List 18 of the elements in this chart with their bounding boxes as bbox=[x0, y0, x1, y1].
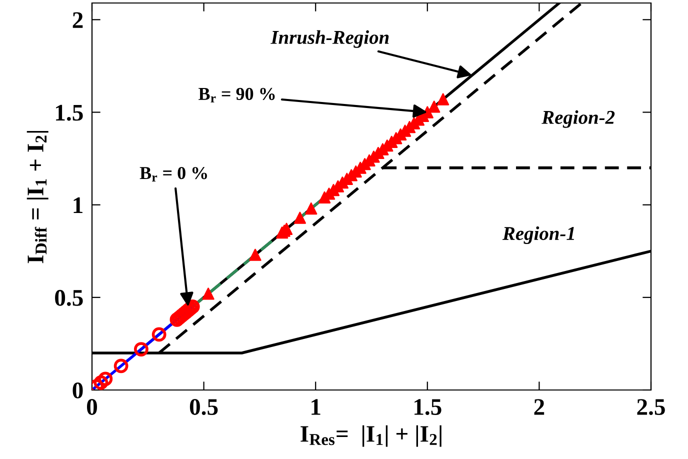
x-tick-label: 0.5 bbox=[190, 399, 218, 416]
x-axis-title: I$_{Res}$= |I$_{1}$| + |I$_{2}$| bbox=[300, 425, 442, 447]
y-tick-label: 2 bbox=[72, 12, 83, 28]
annotation: Region-2 bbox=[542, 110, 615, 128]
x-tick-label: 2 bbox=[534, 399, 544, 415]
annotation: B$_{r}$ = 0 % bbox=[140, 166, 207, 182]
x-tick-label: 1 bbox=[312, 399, 320, 415]
y-tick-label: 1.5 bbox=[56, 104, 83, 121]
annotation: Region-1 bbox=[502, 226, 574, 244]
x-tick-label: 0 bbox=[86, 399, 98, 415]
y-tick-label: 1 bbox=[74, 197, 82, 214]
x-tick-label: 1.5 bbox=[414, 399, 442, 416]
annotation: B$_{r}$ = 90 % bbox=[198, 88, 275, 102]
y-axis-title: I$_{Diff}$ = |I$_{1}$ + I$_{2}$| bbox=[26, 130, 48, 264]
x-tick-label: 2.5 bbox=[637, 399, 665, 416]
y-tick-label: 0.5 bbox=[55, 290, 83, 306]
annotation: Inrush-Region bbox=[270, 30, 389, 48]
y-tick-label: 0 bbox=[72, 382, 83, 398]
